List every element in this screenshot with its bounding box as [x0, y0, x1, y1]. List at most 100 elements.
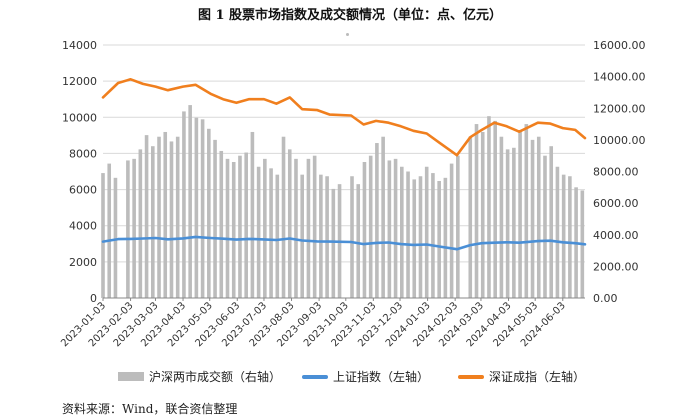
turnover-bar	[381, 136, 385, 298]
left-axis-tick-label: 10000	[62, 111, 97, 124]
right-axis-tick-label: 2000.00	[593, 260, 639, 273]
turnover-bar	[219, 150, 224, 298]
right-axis-tick-label: 12000.00	[593, 102, 646, 115]
right-axis-tick-label: 10000.00	[593, 134, 646, 147]
turnover-bar	[194, 117, 199, 298]
source-note: 资料来源：Wind，联合资信整理	[62, 402, 238, 416]
turnover-bar	[275, 174, 280, 298]
turnover-bar	[375, 143, 379, 298]
turnover-bar	[188, 105, 192, 299]
turnover-bar	[418, 176, 423, 298]
turnover-bar	[555, 166, 560, 298]
turnover-bar	[480, 131, 485, 298]
turnover-bar	[126, 160, 130, 298]
left-axis-tick-label: 6000	[69, 184, 97, 197]
turnover-bar	[368, 155, 373, 298]
turnover-bar	[319, 174, 323, 298]
legend-item-sz: 深证成指（左轴）	[458, 368, 585, 385]
turnover-bar	[244, 152, 248, 298]
turnover-bar	[543, 155, 547, 298]
turnover-bar	[356, 184, 361, 298]
left-axis-tick-label: 0	[90, 292, 97, 305]
turnover-bar	[393, 158, 398, 298]
turnover-bar	[474, 124, 479, 298]
turnover-bar	[157, 136, 161, 298]
chart-title: 图 1 股票市场指数及成交额情况（单位：点、亿元）	[197, 8, 503, 23]
turnover-bar	[499, 136, 504, 298]
turnover-bar	[225, 158, 230, 298]
turnover-bar	[294, 158, 298, 298]
turnover-bar	[524, 124, 529, 298]
turnover-bar	[530, 139, 535, 298]
turnover-bar	[505, 149, 510, 298]
turnover-bar	[350, 176, 354, 298]
turnover-bar	[113, 177, 118, 298]
turnover-bar	[387, 160, 392, 298]
legend-swatch-sz	[458, 374, 484, 379]
title-decoration-dot	[346, 33, 349, 36]
turnover-bar	[250, 131, 255, 298]
left-axis-tick-label: 2000	[69, 256, 97, 269]
turnover-bar	[568, 176, 572, 298]
turnover-bar	[287, 149, 292, 298]
right-axis-tick-label: 16000.00	[593, 39, 646, 52]
turnover-bar	[362, 162, 367, 298]
turnover-bar	[456, 155, 460, 298]
turnover-bar	[269, 168, 273, 298]
turnover-bar	[431, 173, 435, 298]
right-axis-tick-label: 0.00	[593, 292, 618, 305]
turnover-bar	[449, 163, 454, 298]
turnover-bar	[182, 111, 186, 298]
left-axis-tick-label: 8000	[69, 147, 97, 160]
turnover-bar	[138, 149, 143, 298]
turnover-bar	[101, 173, 105, 298]
right-axis-tick-label: 14000.00	[593, 71, 646, 84]
turnover-bar	[331, 188, 336, 298]
legend-swatch-bars	[118, 372, 144, 381]
turnover-bar	[107, 163, 112, 298]
turnover-bar	[561, 174, 566, 298]
turnover-bar	[493, 120, 497, 299]
turnover-bar	[536, 136, 541, 298]
right-axis-tick-label: 6000.00	[593, 197, 639, 210]
turnover-bar	[213, 139, 217, 298]
turnover-bar	[312, 155, 317, 298]
right-axis-tick-label: 8000.00	[593, 166, 639, 179]
turnover-bar	[238, 155, 242, 298]
turnover-bar	[468, 136, 473, 298]
turnover-bar	[549, 146, 554, 298]
turnover-bar	[163, 131, 168, 298]
left-axis-tick-label: 12000	[62, 75, 97, 88]
left-axis-tick-label: 4000	[69, 220, 97, 233]
turnover-bar	[412, 179, 417, 298]
legend-label-sz: 深证成指（左轴）	[489, 370, 586, 384]
turnover-bar	[424, 166, 429, 298]
turnover-bar	[144, 135, 149, 298]
turnover-bar	[325, 176, 329, 298]
left-axis-tick-label: 14000	[62, 39, 97, 52]
turnover-bar	[256, 166, 261, 298]
turnover-bar	[281, 136, 286, 298]
turnover-bar	[207, 128, 211, 298]
turnover-bar	[175, 136, 180, 298]
chart-legend: 沪深两市成交额（右轴） 上证指数（左轴） 深证成指（左轴）	[0, 368, 700, 388]
legend-label-sh: 上证指数（左轴）	[333, 370, 430, 384]
legend-label-bars: 沪深两市成交额（右轴）	[149, 370, 282, 384]
turnover-bar	[132, 158, 136, 298]
turnover-bar	[512, 147, 516, 298]
legend-item-bars: 沪深两市成交额（右轴）	[118, 368, 281, 385]
turnover-bar	[306, 158, 311, 298]
turnover-bar	[300, 174, 305, 298]
turnover-bar	[151, 146, 155, 298]
turnover-bar	[231, 162, 236, 298]
shenzhen-index-line	[101, 78, 587, 157]
turnover-bar	[169, 141, 174, 298]
turnover-bar	[437, 180, 441, 298]
shanghai-index-line	[101, 235, 587, 251]
turnover-bar	[518, 131, 522, 298]
turnover-bar	[406, 171, 410, 298]
turnover-bar	[443, 177, 448, 298]
chart-plot: 0 2000 4000 6000 8000 10000 12000 14000 0.00 2000…	[59, 39, 646, 349]
turnover-bar	[263, 158, 267, 298]
turnover-bar	[487, 116, 491, 298]
